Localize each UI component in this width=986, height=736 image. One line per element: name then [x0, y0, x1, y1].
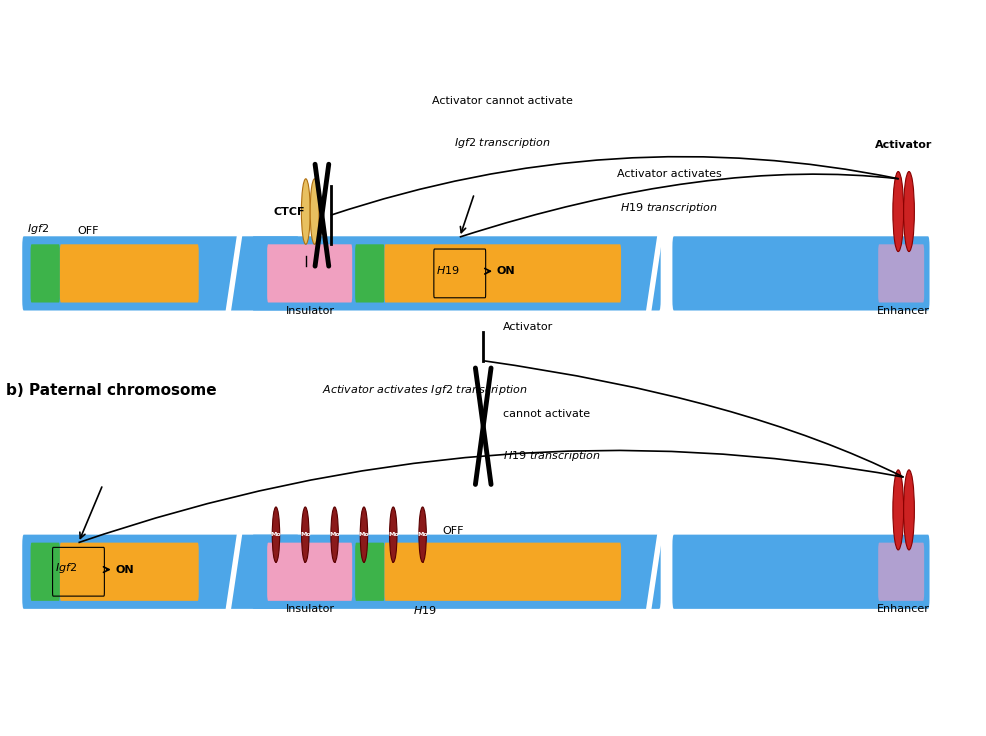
Text: $H19$: $H19$: [413, 604, 437, 617]
FancyBboxPatch shape: [267, 244, 352, 302]
Text: $H19$ transcription: $H19$ transcription: [620, 201, 718, 215]
FancyBboxPatch shape: [385, 244, 621, 302]
Text: b) Paternal chromosome: b) Paternal chromosome: [6, 383, 217, 397]
Text: Activator: Activator: [875, 140, 933, 149]
FancyBboxPatch shape: [60, 542, 199, 601]
Text: $Igf2$: $Igf2$: [28, 222, 49, 236]
FancyBboxPatch shape: [23, 534, 299, 609]
FancyBboxPatch shape: [879, 542, 924, 601]
Text: CTCF: CTCF: [273, 207, 305, 216]
FancyBboxPatch shape: [252, 236, 661, 311]
FancyBboxPatch shape: [31, 542, 60, 601]
FancyBboxPatch shape: [355, 542, 385, 601]
Text: Insulator: Insulator: [286, 306, 334, 316]
Text: Activator: Activator: [503, 322, 553, 332]
Text: $H19$ transcription: $H19$ transcription: [503, 449, 600, 463]
Text: $H19$: $H19$: [436, 263, 460, 276]
Circle shape: [360, 507, 368, 562]
Text: Mo: Mo: [329, 532, 340, 537]
FancyBboxPatch shape: [31, 244, 60, 302]
Text: Insulator: Insulator: [286, 604, 334, 615]
Text: $Igf2$: $Igf2$: [55, 561, 77, 575]
FancyBboxPatch shape: [252, 534, 661, 609]
Circle shape: [389, 507, 397, 562]
FancyBboxPatch shape: [672, 534, 930, 609]
FancyBboxPatch shape: [672, 236, 930, 311]
Text: Activator activates $Igf2$ transcription: Activator activates $Igf2$ transcription: [321, 383, 528, 397]
FancyBboxPatch shape: [267, 542, 352, 601]
Text: $Igf2$ transcription: $Igf2$ transcription: [455, 135, 551, 149]
Text: Mo: Mo: [270, 532, 281, 537]
Circle shape: [893, 171, 903, 252]
Text: OFF: OFF: [78, 226, 99, 236]
FancyBboxPatch shape: [23, 236, 299, 311]
Circle shape: [419, 507, 426, 562]
Text: Mo: Mo: [300, 532, 311, 537]
FancyBboxPatch shape: [879, 244, 924, 302]
Text: Mo: Mo: [417, 532, 428, 537]
Circle shape: [311, 179, 319, 244]
Text: Mo: Mo: [387, 532, 398, 537]
Text: OFF: OFF: [442, 526, 463, 536]
Text: ON: ON: [497, 266, 516, 276]
Circle shape: [893, 470, 903, 550]
Circle shape: [302, 179, 311, 244]
Text: ON: ON: [115, 565, 134, 575]
Circle shape: [903, 470, 914, 550]
Text: Enhancer: Enhancer: [878, 306, 930, 316]
FancyBboxPatch shape: [60, 244, 199, 302]
Text: Mo: Mo: [359, 532, 370, 537]
Text: cannot activate: cannot activate: [503, 409, 590, 419]
FancyBboxPatch shape: [385, 542, 621, 601]
Text: Activator cannot activate: Activator cannot activate: [432, 96, 573, 106]
Circle shape: [302, 507, 309, 562]
Circle shape: [272, 507, 280, 562]
Text: Activator activates: Activator activates: [616, 169, 722, 179]
Circle shape: [331, 507, 338, 562]
Circle shape: [903, 171, 914, 252]
FancyBboxPatch shape: [355, 244, 385, 302]
Text: Enhancer: Enhancer: [878, 604, 930, 615]
